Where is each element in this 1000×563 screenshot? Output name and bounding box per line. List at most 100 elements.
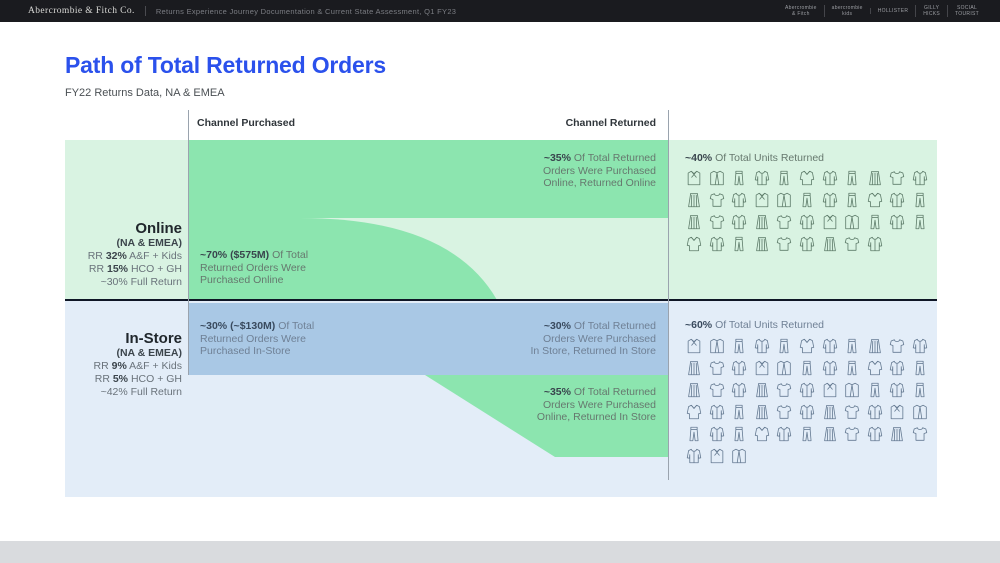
online-returned-instore-note: ~35% Of Total Returned Orders Were Purch…: [536, 386, 656, 423]
cardigan-icon: [709, 170, 724, 186]
online-row-label: Online (NA & EMEA) RR 32% A&F + Kids RR …: [50, 220, 182, 289]
document-title: Returns Experience Journey Documentation…: [155, 6, 457, 16]
jacket-icon: [777, 426, 792, 442]
jacket-icon: [799, 404, 815, 420]
skirt-icon: [688, 383, 700, 398]
jacket-icon: [912, 170, 928, 186]
tshirt-icon: [777, 215, 792, 229]
jacket-icon: [732, 214, 747, 230]
jacket-icon: [890, 382, 905, 398]
brand-logo-social-tourist: SOCIAL TOURIST: [947, 5, 986, 17]
online-return-rate-hco: RR 15% HCO + GH: [88, 263, 182, 275]
pants-icon: [870, 382, 880, 398]
pants-icon: [779, 170, 789, 186]
online-full-return: ~30% Full Return: [100, 276, 182, 288]
jacket-icon: [822, 170, 837, 186]
pants-icon: [689, 426, 699, 442]
row-divider-line: [65, 299, 937, 301]
cardigan-icon: [913, 404, 927, 420]
tshirt-icon: [890, 339, 905, 353]
tshirt-icon: [777, 237, 792, 251]
tshirt-icon: [777, 405, 792, 419]
pants-icon: [734, 426, 744, 442]
pants-icon: [847, 360, 857, 376]
pants-icon: [915, 382, 925, 398]
wrap-icon: [823, 382, 836, 398]
online-units-returned-note: ~40% Of Total Units Returned: [685, 152, 825, 164]
jacket-icon: [686, 448, 702, 464]
brand-logo-gilly-hicks: GILLY HICKS: [915, 5, 947, 17]
pants-icon: [779, 338, 789, 354]
tshirt-icon: [709, 193, 724, 207]
skirt-icon: [755, 237, 768, 252]
online-row-name: Online: [135, 220, 182, 237]
tshirt-icon: [709, 361, 724, 375]
topbar-divider: [144, 6, 146, 16]
tshirt-icon: [845, 237, 860, 251]
instore-row-label: In-Store (NA & EMEA) RR 9% A&F + Kids RR…: [50, 330, 182, 399]
tshirt-icon: [845, 427, 860, 441]
pants-icon: [870, 214, 880, 230]
sweater-icon: [754, 426, 769, 442]
instore-return-rate-af: RR 9% A&F + Kids: [93, 360, 182, 372]
tshirt-icon: [777, 383, 792, 397]
skirt-icon: [755, 405, 768, 420]
instore-purchased-note: ~30% (~$130M) Of Total Returned Orders W…: [200, 320, 315, 357]
pants-icon: [734, 338, 744, 354]
skirt-icon: [688, 193, 700, 208]
page-title: Path of Total Returned Orders: [65, 52, 386, 78]
pants-icon: [847, 170, 857, 186]
skirt-icon: [755, 383, 768, 398]
pants-icon: [847, 338, 857, 354]
online-flow-shape: [188, 140, 668, 300]
skirt-icon: [868, 339, 881, 354]
skirt-icon: [891, 427, 904, 442]
skirt-icon: [823, 405, 836, 420]
company-wordmark: Abercrombie & Fitch Co.: [28, 6, 135, 16]
online-return-rate-af: RR 32% A&F + Kids: [87, 250, 182, 262]
jacket-icon: [709, 404, 724, 420]
jacket-icon: [754, 170, 769, 186]
wrap-icon: [687, 170, 701, 186]
instore-units-returned-note: ~60% Of Total Units Returned: [685, 319, 825, 331]
instore-row-region: (NA & EMEA): [116, 347, 182, 359]
online-units-icon-grid: [685, 169, 929, 253]
sweater-icon: [799, 338, 815, 354]
sweater-icon: [686, 404, 702, 420]
skirt-icon: [823, 237, 836, 252]
instore-units-icon-grid: [685, 337, 929, 465]
brand-logo-strip: Abercrombie & Fitch abercrombie kids HOLLI…: [778, 5, 986, 17]
pants-icon: [802, 192, 812, 208]
brand-logo-kids: abercrombie kids: [823, 5, 870, 17]
pants-icon: [802, 360, 812, 376]
sweater-icon: [686, 236, 702, 252]
jacket-icon: [867, 426, 882, 442]
cardigan-icon: [777, 360, 792, 376]
sweater-icon: [799, 170, 815, 186]
sweater-icon: [867, 192, 882, 208]
jacket-icon: [890, 192, 905, 208]
jacket-icon: [732, 360, 747, 376]
pants-icon: [802, 426, 812, 442]
pants-icon: [915, 360, 925, 376]
wrap-icon: [710, 448, 723, 464]
pants-icon: [915, 192, 925, 208]
instore-full-return: ~42% Full Return: [100, 386, 182, 398]
page-subtitle: FY22 Returns Data, NA & EMEA: [65, 87, 225, 99]
column-header-channel-returned: Channel Returned: [565, 117, 656, 129]
tshirt-icon: [845, 405, 860, 419]
jacket-icon: [799, 382, 815, 398]
cardigan-icon: [845, 382, 859, 398]
channel-returned-axis-line: [668, 110, 669, 480]
cardigan-icon: [777, 192, 792, 208]
jacket-icon: [732, 192, 747, 208]
jacket-icon: [867, 404, 882, 420]
jacket-icon: [822, 192, 837, 208]
tshirt-icon: [709, 215, 724, 229]
tshirt-icon: [709, 383, 724, 397]
pants-icon: [847, 192, 857, 208]
jacket-icon: [867, 236, 882, 252]
cardigan-icon: [732, 448, 746, 464]
wrap-icon: [891, 404, 904, 420]
